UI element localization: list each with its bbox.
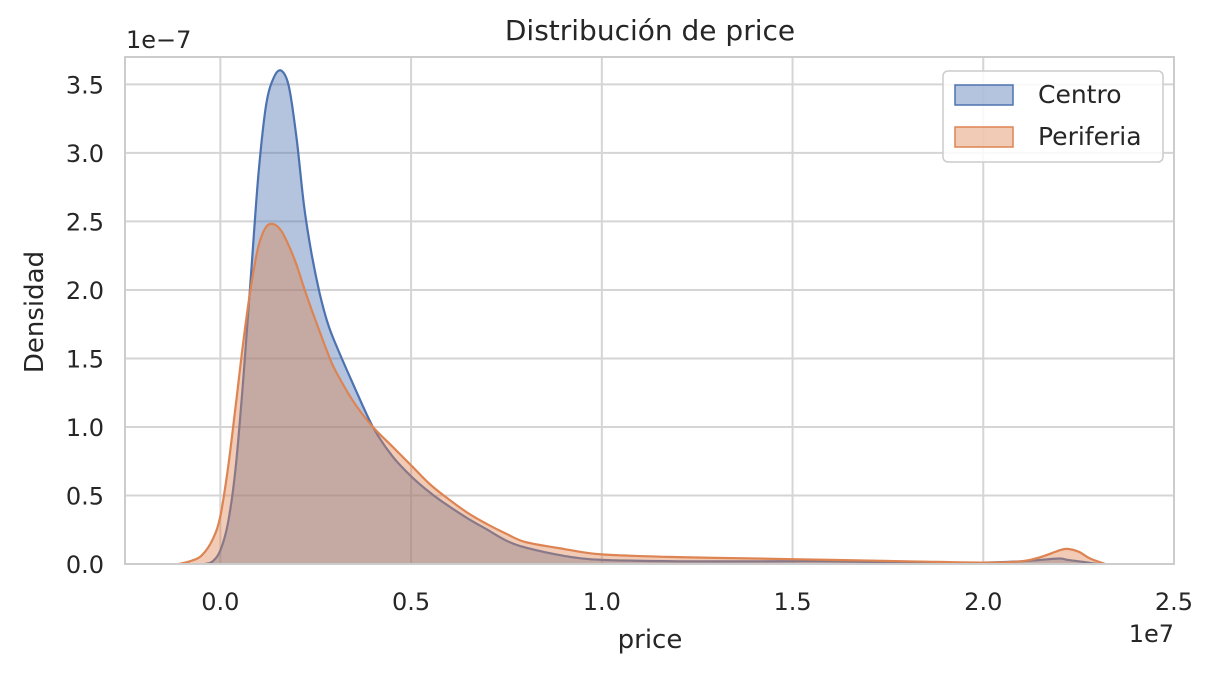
chart-title: Distribución de price — [505, 14, 795, 47]
y-axis-label: Densidad — [20, 251, 50, 373]
legend-swatch-centro — [954, 84, 1014, 106]
y-tick-label: 0.5 — [66, 482, 104, 510]
line-centro — [204, 69, 1098, 566]
y-tick-labels: 0.0 0.5 1.0 1.5 2.0 2.5 3.0 3.5 — [66, 71, 104, 579]
legend-label-periferia: Periferia — [1038, 122, 1142, 151]
line-periferia — [178, 222, 1106, 566]
legend: Centro Periferia — [942, 70, 1164, 163]
x-tick-label: 0.5 — [392, 588, 430, 616]
x-tick-label: 1.5 — [773, 588, 811, 616]
y-tick-label: 2.5 — [66, 208, 104, 236]
y-scale-label: 1e−7 — [126, 26, 191, 54]
x-tick-label: 2.0 — [964, 588, 1002, 616]
y-tick-label: 1.0 — [66, 414, 104, 442]
x-tick-label: 0.0 — [201, 588, 239, 616]
y-tick-label: 2.0 — [66, 277, 104, 305]
area-periferia — [178, 223, 1106, 565]
y-tick-label: 3.0 — [66, 140, 104, 168]
x-tick-labels: 0.0 0.5 1.0 1.5 2.0 2.5 — [201, 588, 1193, 616]
legend-box — [942, 70, 1164, 163]
legend-swatch-periferia — [954, 126, 1014, 148]
y-tick-label: 0.0 — [66, 551, 104, 579]
series-layer — [178, 69, 1106, 566]
x-axis-label: price — [618, 625, 683, 655]
x-scale-label: 1e7 — [1129, 620, 1174, 648]
y-tick-label: 3.5 — [66, 71, 104, 99]
plot-frame — [124, 56, 1175, 565]
legend-label-centro: Centro — [1038, 80, 1122, 109]
y-tick-label: 1.5 — [66, 345, 104, 373]
area-centro — [205, 70, 1098, 565]
x-tick-label: 2.5 — [1155, 588, 1193, 616]
x-tick-label: 1.0 — [583, 588, 621, 616]
